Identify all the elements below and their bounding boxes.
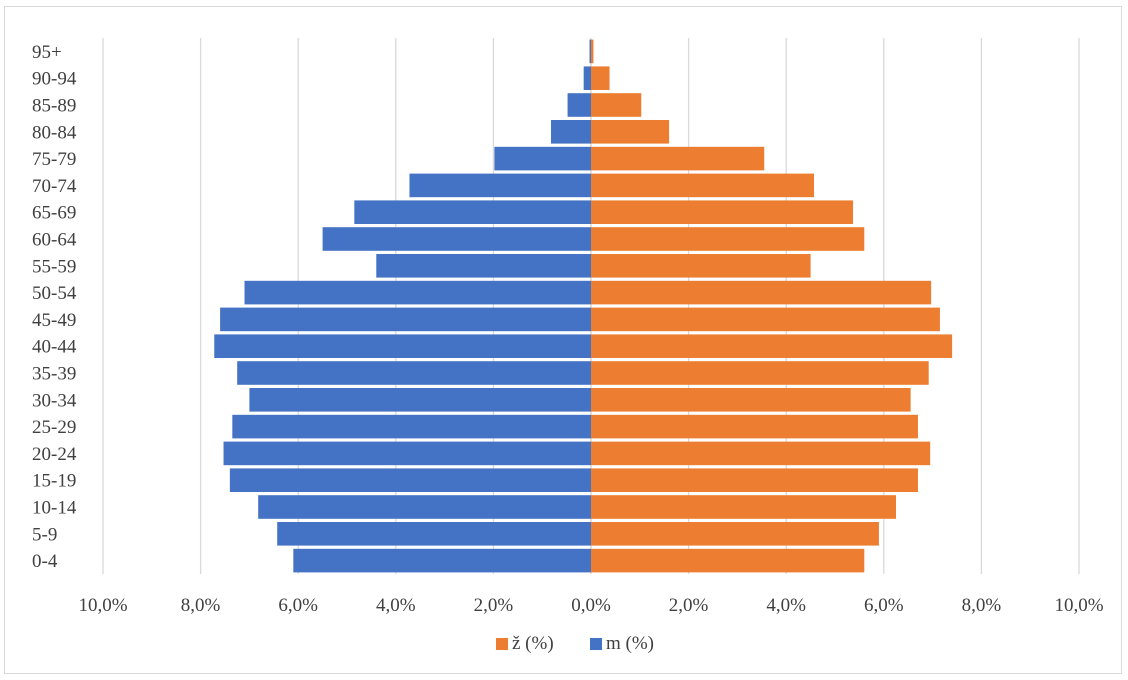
bar-z-85-89 — [591, 93, 642, 117]
bar-m-40-44 — [214, 334, 591, 358]
bar-z-45-49 — [591, 307, 940, 332]
chart-frame: 0-4 5-9 10-14 15-19 20-24 25-29 30-34 35-39 40-4… — [4, 6, 1122, 674]
category-label: 20-24 — [32, 444, 77, 465]
bar-z-15-19 — [591, 468, 918, 492]
category-label: 15-19 — [32, 471, 76, 492]
bar-m-15-19 — [229, 468, 591, 492]
bar-m-10-14 — [258, 495, 591, 519]
category-label: 80-84 — [32, 122, 77, 143]
legend: ž (%) m (%) — [496, 633, 654, 654]
gridlines — [102, 38, 1080, 574]
category-label: 25-29 — [32, 417, 76, 438]
bar-m-75-79 — [494, 146, 591, 171]
category-label: 65-69 — [32, 203, 76, 224]
bar-m-80-84 — [550, 120, 591, 144]
x-axis-ticks: 10,0% 8,0% 6,0% 4,0% 2,0% 0,0% 2,0% 4,0% 6,0% 8,0… — [78, 595, 1103, 616]
bar-z-25-29 — [591, 414, 918, 439]
x-tick-label: 2,0% — [669, 595, 709, 616]
category-label: 60-64 — [32, 230, 77, 251]
category-label: 90-94 — [32, 69, 77, 90]
bar-z-40-44 — [591, 334, 953, 358]
bar-z-80-84 — [591, 120, 670, 144]
bar-z-70-74 — [591, 173, 815, 198]
bar-m-85-89 — [567, 93, 591, 117]
x-tick-label: 10,0% — [1054, 595, 1103, 616]
bar-m-5-9 — [277, 522, 591, 546]
x-tick-label: 8,0% — [962, 595, 1002, 616]
bar-m-60-64 — [322, 227, 591, 251]
bars — [214, 39, 953, 573]
x-tick-label: 8,0% — [181, 595, 221, 616]
bar-m-25-29 — [232, 414, 591, 439]
category-label: 0-4 — [32, 551, 58, 572]
category-label: 95+ — [32, 42, 62, 63]
x-tick-label: 2,0% — [474, 595, 514, 616]
bar-z-5-9 — [591, 522, 879, 546]
population-pyramid-chart: 0-4 5-9 10-14 15-19 20-24 25-29 30-34 35-39 40-4… — [32, 38, 1104, 654]
category-labels: 0-4 5-9 10-14 15-19 20-24 25-29 30-34 35-39 40-4… — [32, 42, 77, 572]
bar-z-65-69 — [591, 200, 854, 224]
category-label: 40-44 — [32, 337, 77, 358]
bar-z-60-64 — [591, 227, 865, 251]
bar-m-55-59 — [376, 254, 591, 278]
bar-z-10-14 — [591, 495, 896, 519]
bar-m-45-49 — [220, 307, 591, 332]
bar-m-35-39 — [237, 361, 591, 385]
x-tick-label: 4,0% — [766, 595, 806, 616]
bar-m-20-24 — [223, 441, 591, 466]
bar-m-50-54 — [244, 280, 591, 305]
bar-m-90-94 — [583, 66, 591, 90]
legend-label: ž (%) — [512, 633, 554, 654]
bar-z-75-79 — [591, 146, 765, 171]
bar-z-20-24 — [591, 441, 931, 466]
bar-z-90-94 — [591, 66, 610, 90]
bar-z-55-59 — [591, 254, 811, 278]
bar-z-35-39 — [591, 361, 929, 385]
category-label: 70-74 — [32, 176, 77, 197]
legend-swatch — [496, 638, 508, 650]
category-label: 35-39 — [32, 364, 76, 385]
category-label: 50-54 — [32, 283, 77, 304]
bar-m-95+ — [589, 39, 591, 64]
category-label: 10-14 — [32, 498, 77, 519]
category-label: 85-89 — [32, 96, 76, 117]
x-tick-label: 6,0% — [864, 595, 904, 616]
bar-m-70-74 — [409, 173, 591, 198]
category-label: 45-49 — [32, 310, 76, 331]
bar-m-65-69 — [354, 200, 591, 224]
bar-z-0-4 — [591, 548, 865, 573]
x-tick-label: 6,0% — [278, 595, 318, 616]
bar-m-0-4 — [293, 548, 591, 573]
legend-label: m (%) — [606, 633, 654, 654]
bar-z-50-54 — [591, 280, 932, 305]
x-tick-label: 10,0% — [78, 595, 127, 616]
bar-z-30-34 — [591, 388, 911, 412]
x-tick-label: 0,0% — [571, 595, 611, 616]
bar-z-95+ — [591, 39, 594, 64]
legend-swatch — [590, 638, 602, 650]
category-label: 30-34 — [32, 390, 77, 411]
category-label: 5-9 — [32, 524, 57, 545]
x-tick-label: 4,0% — [376, 595, 416, 616]
bar-m-30-34 — [249, 388, 591, 412]
category-label: 55-59 — [32, 256, 76, 277]
category-label: 75-79 — [32, 149, 76, 170]
